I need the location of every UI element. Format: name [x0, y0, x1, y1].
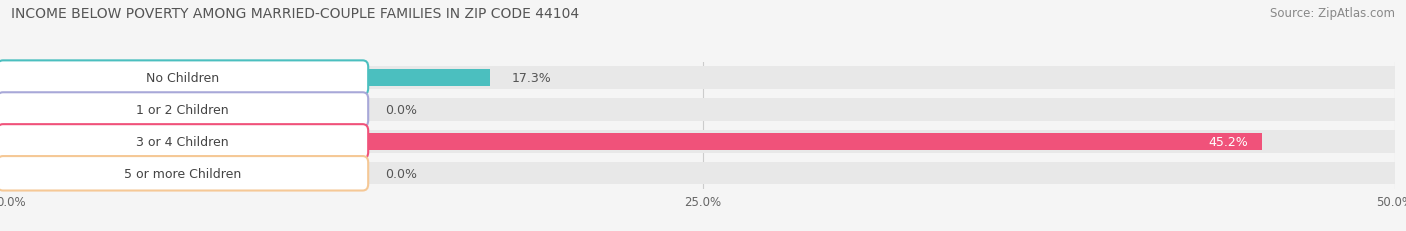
Text: INCOME BELOW POVERTY AMONG MARRIED-COUPLE FAMILIES IN ZIP CODE 44104: INCOME BELOW POVERTY AMONG MARRIED-COUPL…: [11, 7, 579, 21]
FancyBboxPatch shape: [0, 125, 368, 159]
Text: 3 or 4 Children: 3 or 4 Children: [136, 135, 229, 148]
Text: 17.3%: 17.3%: [512, 72, 551, 85]
Text: Source: ZipAtlas.com: Source: ZipAtlas.com: [1270, 7, 1395, 20]
FancyBboxPatch shape: [0, 93, 368, 127]
Text: 1 or 2 Children: 1 or 2 Children: [136, 103, 229, 116]
Bar: [11, 70, 489, 86]
FancyBboxPatch shape: [0, 156, 368, 191]
Bar: [11, 134, 1263, 150]
Bar: [11, 162, 1395, 185]
Text: 45.2%: 45.2%: [1208, 135, 1249, 148]
FancyBboxPatch shape: [0, 61, 368, 95]
Bar: [11, 131, 1395, 153]
Text: 5 or more Children: 5 or more Children: [124, 167, 242, 180]
Bar: [11, 99, 1395, 121]
Bar: [11, 67, 1395, 89]
Text: 0.0%: 0.0%: [385, 167, 416, 180]
Text: 0.0%: 0.0%: [385, 103, 416, 116]
Text: No Children: No Children: [146, 72, 219, 85]
